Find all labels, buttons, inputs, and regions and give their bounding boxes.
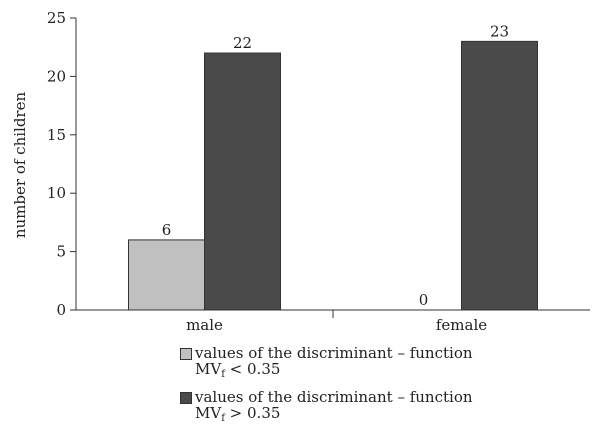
- data-label: 22: [233, 34, 252, 52]
- legend-swatch-dark: [180, 392, 192, 404]
- data-label: 23: [490, 22, 509, 40]
- y-tick-label: 10: [47, 184, 66, 202]
- y-tick-label: 5: [56, 243, 66, 261]
- x-category-label: male: [186, 316, 223, 334]
- data-labels: 6 22 0 23: [162, 22, 509, 309]
- data-label: 6: [162, 221, 172, 239]
- legend-prefix: values of the discriminant – function: [195, 388, 473, 406]
- data-label: 0: [419, 291, 429, 309]
- legend-prefix: values of the discriminant – function: [195, 344, 473, 362]
- legend-condition: MVf < 0.35: [195, 360, 281, 380]
- y-tick-label: 0: [56, 301, 66, 319]
- bar-lt-male: [128, 239, 205, 311]
- bars: [128, 40, 538, 311]
- bar-gt-male: [204, 52, 281, 311]
- y-tick-label: 20: [47, 67, 66, 85]
- y-axis-label: number of children: [11, 92, 29, 239]
- legend: values of the discriminant – function MV…: [180, 345, 473, 433]
- x-category-label: female: [436, 316, 487, 334]
- legend-item-above: values of the discriminant – function MV…: [180, 389, 473, 427]
- bar-gt-female: [461, 40, 538, 311]
- legend-swatch-light: [180, 348, 192, 360]
- legend-item-below: values of the discriminant – function MV…: [180, 345, 473, 383]
- y-tick-label: 25: [47, 9, 66, 27]
- legend-text: values of the discriminant – function MV…: [195, 389, 473, 427]
- legend-text: values of the discriminant – function MV…: [195, 345, 473, 383]
- y-tick-label: 15: [47, 126, 66, 144]
- legend-condition: MVf > 0.35: [195, 404, 281, 424]
